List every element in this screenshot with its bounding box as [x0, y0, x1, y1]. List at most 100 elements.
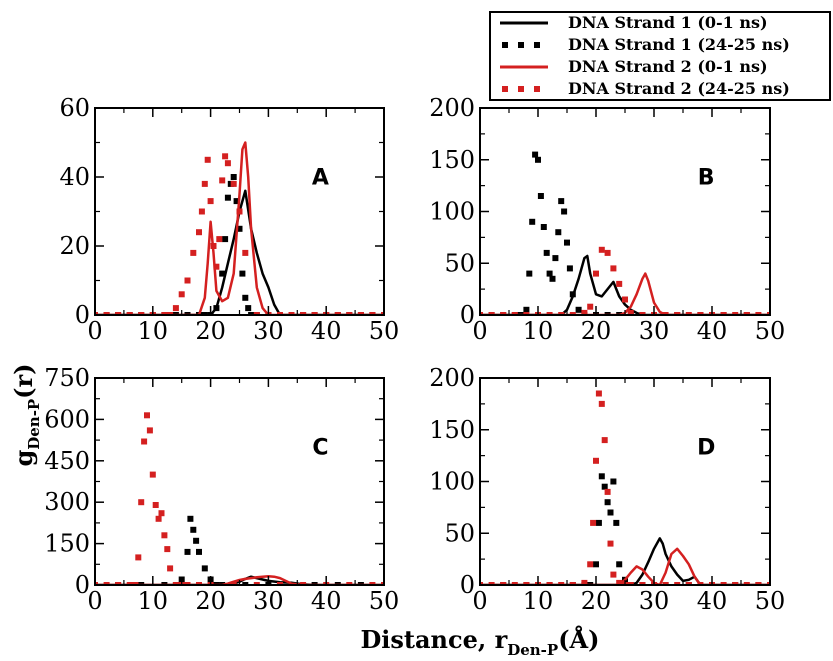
- series-point: [196, 229, 202, 236]
- y-tick-label: 100: [429, 468, 475, 496]
- series-point: [357, 582, 364, 585]
- series-point: [178, 291, 185, 298]
- series-point: [546, 270, 553, 277]
- y-axis-title-main: g: [9, 450, 38, 467]
- panel-a: 0 10 20 30 40 50 0 20 40 60 A: [59, 94, 399, 345]
- series-point: [334, 582, 341, 585]
- y-tick-label: 200: [429, 94, 475, 122]
- series-point: [141, 438, 148, 445]
- x-tick-label: 50: [755, 317, 786, 345]
- series-point: [558, 582, 565, 585]
- series-point: [537, 193, 544, 199]
- series-point: [627, 309, 634, 315]
- x-tick-label: 30: [639, 317, 670, 345]
- series-point: [511, 582, 518, 585]
- series-line: [95, 575, 384, 585]
- y-tick-label: 20: [59, 232, 90, 260]
- series-point: [622, 296, 628, 303]
- series-point: [595, 390, 602, 397]
- series-point: [230, 174, 237, 180]
- series-point: [616, 561, 623, 568]
- series-point: [236, 225, 243, 232]
- series-point: [543, 249, 550, 256]
- plot-frame: [94, 377, 385, 586]
- series-point: [236, 208, 243, 215]
- series-point: [523, 312, 530, 315]
- series-point: [222, 153, 229, 160]
- series-point: [593, 561, 599, 568]
- x-tick-label: 30: [253, 587, 284, 615]
- series-point: [224, 194, 231, 201]
- series-line: [95, 189, 384, 315]
- y-tick-label: 600: [44, 405, 90, 433]
- series-point: [755, 582, 762, 585]
- x-tick-label: 10: [138, 317, 169, 345]
- series-point: [300, 312, 307, 315]
- y-tick-label: 750: [44, 364, 90, 392]
- legend-label: DNA Strand 2 (0-1 ns): [568, 57, 768, 76]
- series-point: [639, 312, 646, 315]
- panel-letter: C: [312, 436, 328, 461]
- series-point: [743, 582, 750, 585]
- panel-letter: A: [312, 166, 329, 191]
- series-point: [540, 224, 547, 230]
- series-point: [230, 582, 237, 585]
- series-point: [610, 478, 617, 485]
- x-axis-title-tail: (Å): [558, 625, 599, 654]
- series-point: [357, 312, 364, 315]
- series-point: [126, 312, 133, 315]
- legend-swatch-dot: [534, 42, 540, 48]
- series-point: [555, 229, 562, 236]
- series-point: [529, 218, 536, 225]
- series-point: [546, 582, 553, 585]
- series-point: [590, 519, 597, 526]
- series-point: [167, 565, 174, 572]
- x-tick-label: 50: [369, 587, 400, 615]
- legend-label: DNA Strand 1 (24-25 ns): [568, 35, 790, 54]
- series-point: [369, 582, 376, 585]
- series-point: [184, 582, 191, 585]
- series-group: [480, 390, 770, 585]
- plot-frame: [479, 107, 771, 316]
- series-point: [500, 312, 507, 315]
- series-point: [146, 427, 153, 434]
- series-point: [219, 177, 226, 184]
- series-point: [204, 156, 211, 163]
- series-point: [277, 582, 283, 585]
- series-point: [549, 275, 556, 282]
- series-point: [511, 312, 518, 315]
- series-point: [152, 502, 159, 508]
- x-tick-label: 10: [523, 587, 554, 615]
- series-group: [480, 151, 770, 315]
- series-point: [720, 582, 727, 585]
- legend-frame: [489, 11, 831, 101]
- series-point: [115, 312, 122, 315]
- x-axis-title: Distance, rDen-P(Å): [360, 625, 599, 659]
- legend: DNA Strand 1 (0-1 ns) DNA Strand 1 (24-25…: [489, 11, 831, 101]
- series-point: [604, 499, 611, 506]
- series-point: [720, 312, 727, 315]
- series-point: [480, 312, 483, 315]
- y-tick-label: 0: [460, 301, 475, 329]
- series-point: [587, 303, 594, 310]
- series-point: [743, 312, 750, 315]
- series-point: [334, 312, 341, 315]
- x-axis-title-main: Distance, r: [360, 625, 507, 654]
- x-tick-label: 0: [472, 587, 487, 615]
- x-axis-title-sub: Den-P: [507, 641, 558, 659]
- series-group: [95, 412, 384, 585]
- series-point: [138, 312, 145, 315]
- x-tick-label: 20: [195, 587, 226, 615]
- series-point: [346, 312, 353, 315]
- series-point: [616, 280, 623, 287]
- y-tick-label: 40: [59, 163, 90, 191]
- legend-item: DNA Strand 1 (24-25 ns): [502, 35, 790, 54]
- legend-swatch-dot: [502, 86, 508, 92]
- y-tick-label: 50: [444, 249, 475, 277]
- series-point: [685, 582, 692, 585]
- series-point: [311, 582, 318, 585]
- x-tick-label: 50: [755, 587, 786, 615]
- series-point: [662, 582, 669, 585]
- x-tick-label: 20: [195, 317, 226, 345]
- series-point: [767, 312, 770, 315]
